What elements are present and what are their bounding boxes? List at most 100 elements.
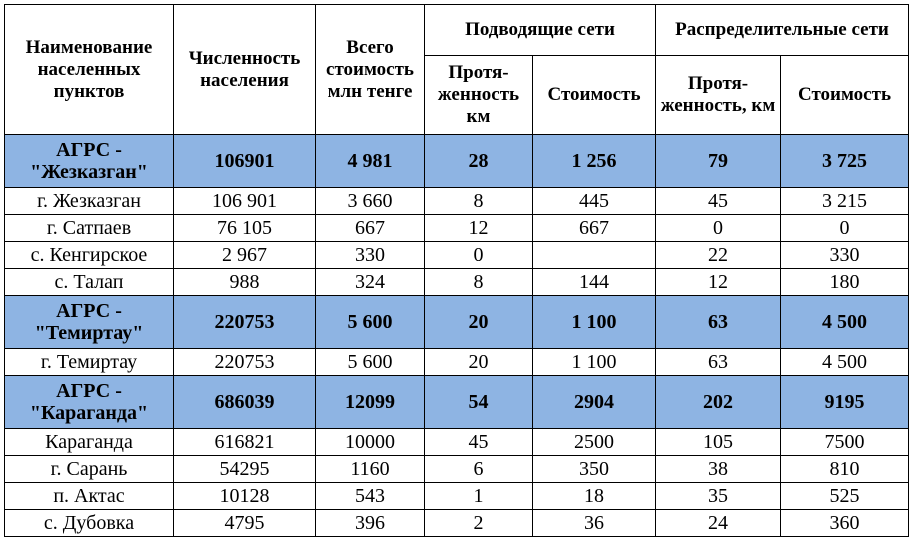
cell-name: п. Актас [4, 482, 174, 510]
cell-name: с. Талап [4, 268, 174, 296]
header-distribution-cost: Стоимость [780, 55, 909, 135]
header-supply-length: Протя-женность км [424, 55, 533, 135]
group-row: АГРС - "Темиртау" 220753 5 600 20 1 100 63 4 5… [4, 295, 909, 349]
cell-supply-cost: 1 100 [532, 295, 656, 349]
table-row: с. Талап 988 324 8 144 12 180 [4, 268, 909, 296]
cell-supply-cost: 445 [532, 187, 656, 215]
cell-total-cost: 3 660 [315, 187, 425, 215]
table-row: г. Жезказган 106 901 3 660 8 445 45 3 215 [4, 187, 909, 215]
header-row-2: Протя-женность км Стоимость Протя-женнос… [5, 55, 909, 135]
cell-distribution-cost: 4 500 [780, 348, 909, 376]
cell-population: 54295 [173, 455, 316, 483]
cell-supply-cost: 2904 [532, 375, 656, 429]
cell-distribution-cost: 7500 [780, 428, 909, 456]
cell-population: 616821 [173, 428, 316, 456]
cell-total-cost: 10000 [315, 428, 425, 456]
cell-distribution-cost: 3 725 [780, 134, 909, 188]
cell-population: 220753 [173, 295, 316, 349]
table-row: Караганда 616821 10000 45 2500 105 7500 [4, 428, 909, 456]
group-row: АГРС - "Жезказган" 106901 4 981 28 1 256 79 3 … [4, 134, 909, 188]
group-row: АГРС - "Караганда" 686039 12099 54 2904 202 91… [4, 375, 909, 429]
cell-supply-length: 54 [424, 375, 533, 429]
cell-population: 220753 [173, 348, 316, 376]
cell-supply-length: 8 [424, 187, 533, 215]
cell-distribution-cost: 4 500 [780, 295, 909, 349]
cell-total-cost: 396 [315, 509, 425, 537]
table-row: г. Сарань 54295 1160 6 350 38 810 [4, 455, 909, 483]
cell-supply-length: 20 [424, 295, 533, 349]
table-body: АГРС - "Жезказган" 106901 4 981 28 1 256 79 3 … [4, 134, 909, 537]
cell-distribution-length: 202 [655, 375, 781, 429]
cell-distribution-length: 38 [655, 455, 781, 483]
header-distribution-length: Протя-женность, км [655, 55, 781, 135]
cell-supply-cost: 18 [532, 482, 656, 510]
table-row: п. Актас 10128 543 1 18 35 525 [4, 482, 909, 510]
cell-population: 4795 [173, 509, 316, 537]
cell-population: 2 967 [173, 241, 316, 269]
cell-distribution-length: 45 [655, 187, 781, 215]
gas-networks-table: Наименование населенных пунктов Численно… [4, 4, 909, 537]
cell-population: 76 105 [173, 214, 316, 242]
cell-supply-length: 28 [424, 134, 533, 188]
header-distribution-networks: Распределительные сети [655, 4, 909, 56]
cell-distribution-cost: 9195 [780, 375, 909, 429]
header-supply-networks: Подводящие сети [424, 4, 656, 56]
header-row-1: Наименование населенных пунктов Численно… [4, 4, 909, 135]
cell-supply-cost: 667 [532, 214, 656, 242]
cell-supply-length: 6 [424, 455, 533, 483]
cell-name: г. Темиртау [4, 348, 174, 376]
cell-supply-cost: 2500 [532, 428, 656, 456]
cell-supply-length: 2 [424, 509, 533, 537]
cell-population: 10128 [173, 482, 316, 510]
cell-population: 988 [173, 268, 316, 296]
cell-total-cost: 330 [315, 241, 425, 269]
cell-name: АГРС - "Темиртау" [4, 295, 174, 349]
cell-name: Караганда [4, 428, 174, 456]
cell-supply-length: 12 [424, 214, 533, 242]
table-row: г. Сатпаев 76 105 667 12 667 0 0 [4, 214, 909, 242]
cell-distribution-length: 105 [655, 428, 781, 456]
cell-total-cost: 5 600 [315, 348, 425, 376]
cell-total-cost: 4 981 [315, 134, 425, 188]
cell-name: г. Сарань [4, 455, 174, 483]
cell-distribution-length: 79 [655, 134, 781, 188]
cell-population: 106 901 [173, 187, 316, 215]
cell-supply-length: 45 [424, 428, 533, 456]
cell-total-cost: 12099 [315, 375, 425, 429]
cell-distribution-length: 0 [655, 214, 781, 242]
cell-total-cost: 543 [315, 482, 425, 510]
cell-distribution-length: 63 [655, 295, 781, 349]
cell-distribution-cost: 3 215 [780, 187, 909, 215]
cell-supply-length: 20 [424, 348, 533, 376]
cell-supply-cost: 1 256 [532, 134, 656, 188]
cell-distribution-length: 63 [655, 348, 781, 376]
cell-distribution-length: 22 [655, 241, 781, 269]
cell-supply-cost [532, 241, 656, 269]
table-row: с. Кенгирское 2 967 330 0 22 330 [4, 241, 909, 269]
cell-total-cost: 1160 [315, 455, 425, 483]
cell-population: 686039 [173, 375, 316, 429]
cell-name: г. Сатпаев [4, 214, 174, 242]
cell-name: АГРС - "Жезказган" [4, 134, 174, 188]
cell-distribution-cost: 330 [780, 241, 909, 269]
cell-distribution-length: 12 [655, 268, 781, 296]
cell-distribution-cost: 360 [780, 509, 909, 537]
cell-distribution-cost: 180 [780, 268, 909, 296]
cell-supply-length: 1 [424, 482, 533, 510]
cell-supply-cost: 350 [532, 455, 656, 483]
header-total-cost: Всего стоимость млн тенге [315, 4, 425, 135]
cell-distribution-length: 24 [655, 509, 781, 537]
cell-distribution-cost: 525 [780, 482, 909, 510]
cell-name: с. Дубовка [4, 509, 174, 537]
cell-supply-cost: 144 [532, 268, 656, 296]
cell-distribution-cost: 810 [780, 455, 909, 483]
cell-distribution-cost: 0 [780, 214, 909, 242]
header-name: Наименование населенных пунктов [4, 4, 174, 135]
cell-total-cost: 667 [315, 214, 425, 242]
table-row: с. Дубовка 4795 396 2 36 24 360 [4, 509, 909, 537]
cell-total-cost: 5 600 [315, 295, 425, 349]
cell-name: АГРС - "Караганда" [4, 375, 174, 429]
cell-name: с. Кенгирское [4, 241, 174, 269]
cell-distribution-length: 35 [655, 482, 781, 510]
